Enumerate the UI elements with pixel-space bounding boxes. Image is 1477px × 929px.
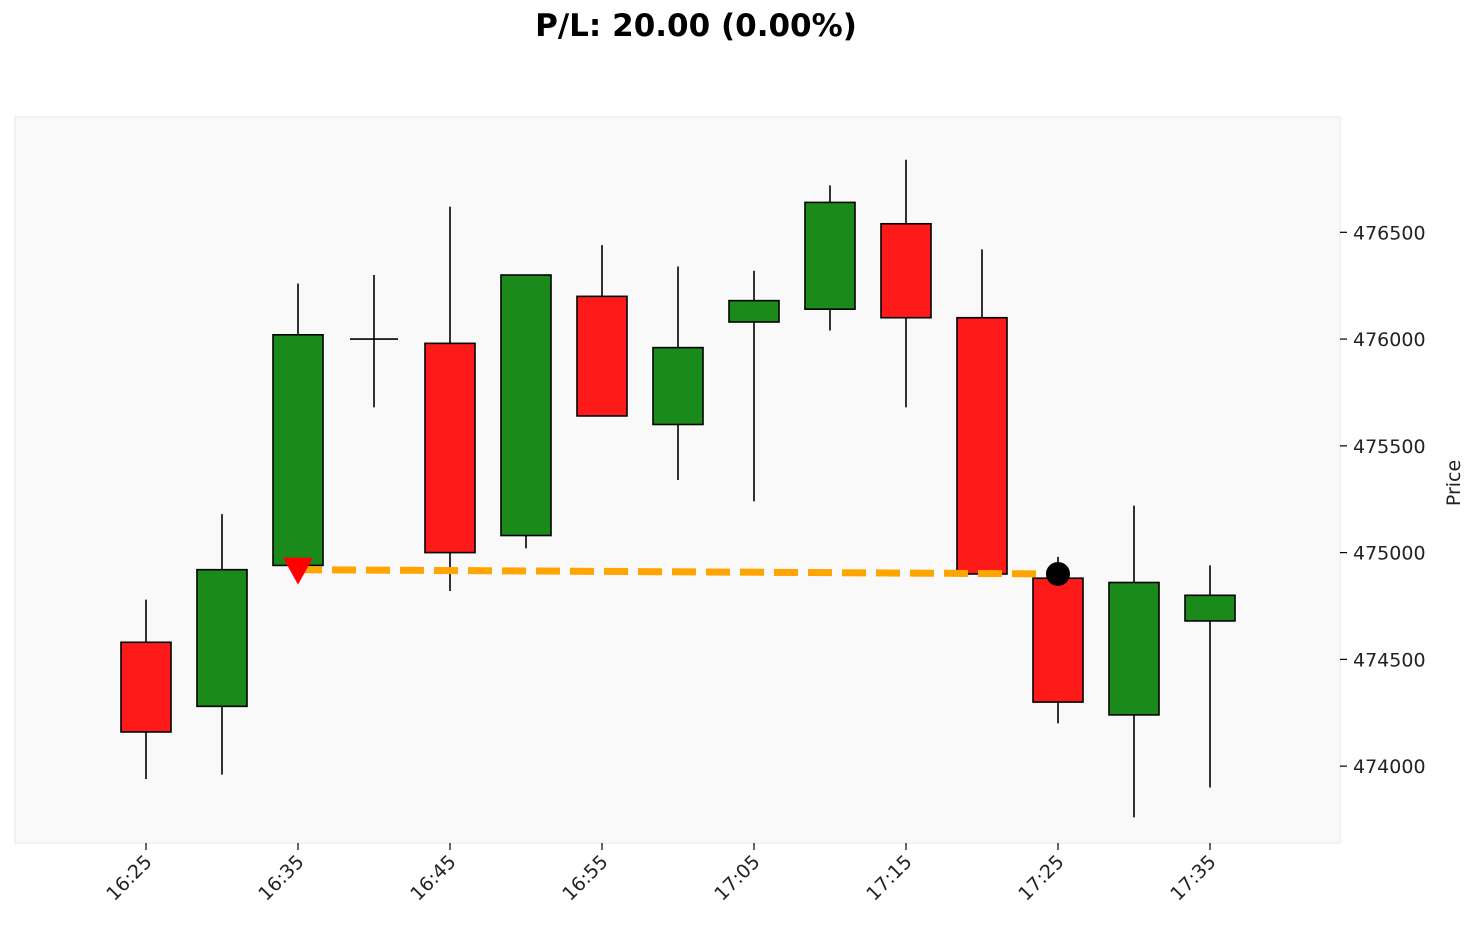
candles-layer — [120, 159, 1236, 818]
candle — [196, 514, 248, 775]
x-tick-label: 17:35 — [1166, 851, 1220, 905]
exit-marker — [1046, 561, 1070, 586]
candle-body-down — [1032, 577, 1084, 703]
candle-body-up — [272, 333, 324, 567]
y-tick-label: 474000 — [1353, 756, 1426, 778]
candle — [1184, 565, 1236, 788]
candle-body-down — [120, 641, 172, 733]
chart-title: P/L: 20.00 (0.00%) — [535, 8, 857, 44]
y-axis: 474000 474500 475000 475500 476000 476500 — [1340, 222, 1426, 778]
y-tick-label: 476000 — [1353, 329, 1426, 351]
candle-body-down — [424, 342, 476, 554]
candle-body-down — [956, 316, 1008, 575]
candle — [956, 249, 1008, 575]
candle — [1108, 505, 1160, 818]
candle-body-up — [196, 568, 248, 708]
candle — [120, 599, 172, 779]
candle — [728, 270, 780, 502]
x-tick-label: 16:25 — [102, 851, 156, 905]
entry-marker — [283, 557, 313, 585]
candle-body-up — [728, 299, 780, 323]
trade-line — [297, 566, 1059, 578]
x-tick-label: 16:45 — [406, 851, 460, 905]
x-axis: 16:25 16:35 16:45 16:55 17:05 17:15 17:25 17:35 — [102, 843, 1221, 905]
candle — [350, 275, 398, 408]
y-tick-label: 474500 — [1353, 649, 1426, 671]
candle-body-down — [576, 295, 628, 417]
x-tick-label: 16:35 — [254, 851, 308, 905]
candle — [500, 274, 552, 549]
x-tick-label: 16:55 — [558, 851, 612, 905]
candle — [424, 206, 476, 592]
y-tick-label: 475500 — [1353, 436, 1426, 458]
candle-body-up — [500, 274, 552, 537]
candle-body-up — [1108, 581, 1160, 716]
y-axis-label: Price — [1443, 460, 1465, 506]
x-tick-label: 17:15 — [862, 851, 916, 905]
candle-body-up — [804, 201, 856, 310]
x-tick-label: 17:05 — [710, 851, 764, 905]
candle-body-down — [880, 222, 932, 319]
candle-body-up — [1184, 594, 1236, 622]
candle — [272, 283, 324, 579]
candle — [1032, 556, 1084, 724]
candle — [652, 266, 704, 480]
y-tick-label: 475000 — [1353, 543, 1426, 565]
candle — [576, 245, 628, 417]
candle-body-up — [652, 346, 704, 426]
x-tick-label: 17:25 — [1014, 851, 1068, 905]
trade-layer — [283, 557, 1070, 586]
y-tick-label: 476500 — [1353, 222, 1426, 244]
candle — [880, 159, 932, 408]
candle — [804, 185, 856, 331]
